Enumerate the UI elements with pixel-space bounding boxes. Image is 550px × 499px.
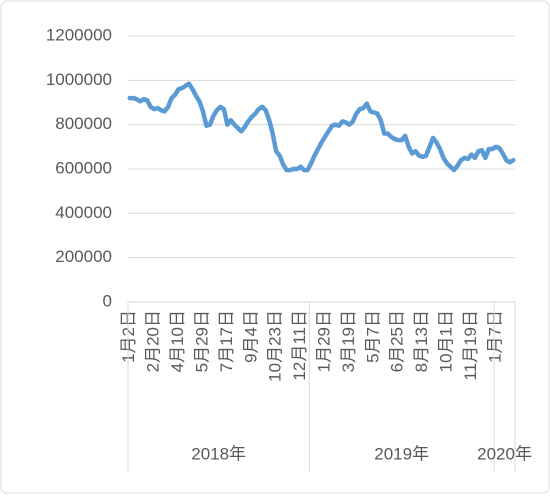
x-tick-label: 8月13日 (412, 310, 431, 372)
x-tick-label: 9月4日 (241, 310, 260, 363)
group-label: 2020年 (477, 444, 532, 463)
x-tick-label: 11月19日 (461, 310, 480, 381)
x-tick-label: 5月7日 (363, 310, 382, 363)
group-label: 2018年 (191, 444, 246, 463)
line-series (127, 81, 516, 173)
x-tick-label: 6月25日 (388, 310, 407, 372)
y-tick-label: 1000000 (46, 70, 112, 89)
x-tick-label: 1月29日 (314, 310, 333, 372)
x-tick-label: 5月29日 (192, 310, 211, 372)
x-tick-label: 3月19日 (339, 310, 358, 372)
x-tick-label: 4月10日 (168, 310, 187, 372)
y-tick-label: 200000 (55, 247, 112, 266)
x-tick-label: 2月20日 (144, 310, 163, 372)
x-tick-label: 10月23日 (266, 310, 285, 382)
y-tick-label: 1200000 (46, 25, 112, 44)
x-tick-label: 12月11日 (290, 310, 309, 381)
x-tick-label: 1月2日 (119, 310, 138, 363)
y-tick-label: 400000 (55, 203, 112, 222)
group-label: 2019年 (374, 444, 429, 463)
x-tick-label: 7月17日 (217, 310, 236, 372)
x-tick-label: 10月1日 (436, 310, 455, 372)
y-tick-label: 0 (103, 291, 112, 310)
x-tick-label: 1月7日 (485, 310, 504, 363)
y-tick-label: 600000 (55, 158, 112, 177)
y-tick-label: 800000 (55, 114, 112, 133)
